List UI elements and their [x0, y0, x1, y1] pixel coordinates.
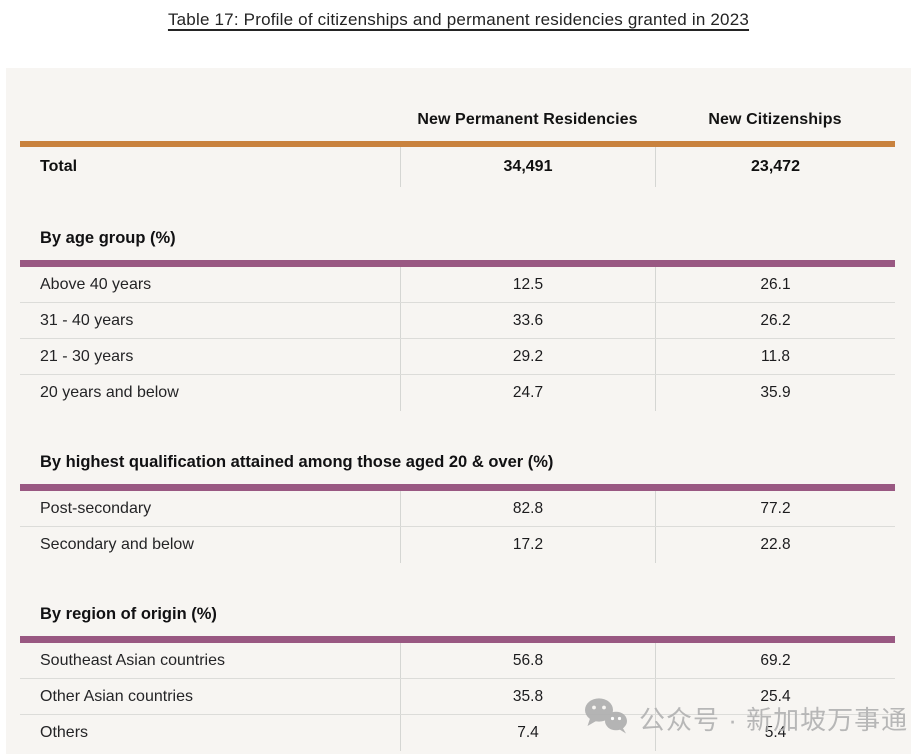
- table-section: By age group (%) Above 40 years 12.5 26.1 31…: [20, 225, 895, 411]
- row-value-permanent-residencies: 35.8: [400, 679, 655, 714]
- purple-rule: [20, 636, 895, 643]
- row-label: 20 years and below: [40, 384, 179, 401]
- table-sections: By age group (%) Above 40 years 12.5 26.1 31…: [20, 225, 895, 751]
- header-spacer: [20, 106, 400, 133]
- row-value-citizenships: 5.4: [655, 715, 895, 751]
- row-value-citizenships: 22.8: [655, 527, 895, 563]
- row-label: 31 - 40 years: [40, 311, 134, 329]
- table-title: Table 17: Profile of citizenships and pe…: [167, 10, 750, 29]
- row-label: Secondary and below: [40, 536, 194, 553]
- row-value-citizenships: 26.2: [655, 303, 895, 338]
- row-value-permanent-residencies: 12.5: [400, 267, 655, 302]
- row-value-permanent-residencies: 56.8: [400, 643, 655, 678]
- row-label: Others: [40, 724, 89, 741]
- table-row: Other Asian countries 35.8 25.4: [20, 679, 895, 715]
- row-value-permanent-residencies: 29.2: [400, 339, 655, 374]
- purple-rule: [20, 260, 895, 267]
- table-section: By region of origin (%) Southeast Asian c…: [20, 601, 895, 751]
- section-heading: By region of origin (%): [40, 605, 217, 623]
- table-row: 20 years and below 24.7 35.9: [20, 375, 895, 411]
- row-label: Post-secondary: [40, 499, 152, 517]
- column-header-permanent-residencies: New Permanent Residencies: [417, 110, 638, 128]
- table-row: Secondary and below 17.2 22.8: [20, 527, 895, 563]
- section-heading: By age group (%): [40, 229, 176, 247]
- table-row: 21 - 30 years 29.2 11.8: [20, 339, 895, 375]
- row-value-citizenships: 26.1: [655, 267, 895, 302]
- table-section: By highest qualification attained among …: [20, 449, 895, 563]
- row-value-citizenships: 77.2: [655, 491, 895, 526]
- row-value-permanent-residencies: 7.4: [400, 715, 655, 751]
- section-rows: Above 40 years 12.5 26.1 31 - 40 years 33.6 2…: [20, 267, 895, 411]
- table-row: Southeast Asian countries 56.8 69.2: [20, 643, 895, 679]
- row-value-permanent-residencies: 82.8: [400, 491, 655, 526]
- row-label: Other Asian countries: [40, 687, 193, 705]
- row-value-permanent-residencies: 24.7: [400, 375, 655, 411]
- table-card: New Permanent Residencies New Citizenshi…: [6, 68, 911, 754]
- row-label: Above 40 years: [40, 275, 152, 293]
- row-value-citizenships: 25.4: [655, 679, 895, 714]
- purple-rule: [20, 484, 895, 491]
- table-row: 31 - 40 years 33.6 26.2: [20, 303, 895, 339]
- row-value-citizenships: 11.8: [655, 339, 895, 374]
- total-value-citizenships: 23,472: [655, 147, 895, 187]
- row-value-permanent-residencies: 33.6: [400, 303, 655, 338]
- total-value-permanent-residencies: 34,491: [400, 147, 655, 187]
- row-label: 21 - 30 years: [40, 347, 134, 365]
- total-label: Total: [40, 158, 78, 175]
- row-value-citizenships: 35.9: [655, 375, 895, 411]
- row-value-permanent-residencies: 17.2: [400, 527, 655, 563]
- row-label: Southeast Asian countries: [40, 651, 226, 669]
- total-row: Total 34,491 23,472: [20, 147, 895, 187]
- orange-rule: [20, 141, 895, 147]
- table-row: Above 40 years 12.5 26.1: [20, 267, 895, 303]
- table-header-row: New Permanent Residencies New Citizenshi…: [20, 106, 895, 133]
- column-header-citizenships: New Citizenships: [708, 110, 842, 128]
- section-heading: By highest qualification attained among …: [40, 453, 554, 471]
- section-rows: Post-secondary 82.8 77.2 Secondary and belo…: [20, 491, 895, 563]
- row-value-citizenships: 69.2: [655, 643, 895, 678]
- section-rows: Southeast Asian countries 56.8 69.2 Other A…: [20, 643, 895, 751]
- table-row: Post-secondary 82.8 77.2: [20, 491, 895, 527]
- table-row: Others 7.4 5.4: [20, 715, 895, 751]
